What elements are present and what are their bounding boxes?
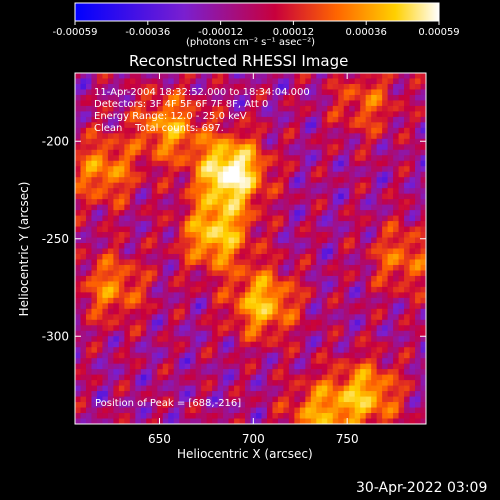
colorbar-tick-label: 0.00012	[273, 27, 314, 38]
colorbar-tick-label: 0.00059	[418, 27, 459, 38]
plot-frame	[74, 72, 427, 425]
footer-timestamp: 30-Apr-2022 03:09	[356, 480, 488, 496]
x-tick-label: 650	[148, 432, 171, 446]
axis-ticks: 650 700 750 -200 -250 -300	[42, 73, 426, 446]
colorbar	[74, 2, 440, 22]
peak-position-label: Position of Peak = [688,-216]	[95, 398, 242, 409]
colorbar-ticks: -0.00059 -0.00036 -0.00012 0.00012 0.00036 0.…	[53, 21, 460, 38]
x-tick-label: 750	[336, 432, 359, 446]
colorbar-tick-label: 0.00036	[346, 27, 387, 38]
x-axis-label: Heliocentric X (arcsec)	[177, 447, 313, 461]
x-tick-label: 700	[242, 432, 265, 446]
info-line-2: Detectors: 3F 4F 5F 6F 7F 8F, Att 0	[94, 99, 269, 110]
info-line-3: Energy Range: 12.0 - 25.0 keV	[94, 111, 247, 122]
y-axis-label: Heliocentric Y (arcsec)	[17, 181, 31, 317]
info-line-1: 11-Apr-2004 18:32:52.000 to 18:34:04.000	[94, 87, 310, 98]
heatmap	[75, 73, 426, 424]
y-tick-label: -250	[42, 232, 69, 246]
y-tick-label: -200	[42, 134, 69, 148]
colorbar-tick-label: -0.00012	[198, 27, 243, 38]
colorbar-units: (photons cm⁻² s⁻¹ asec⁻²)	[186, 37, 316, 48]
image-title: Reconstructed RHESSI Image	[129, 52, 349, 70]
colorbar-tick-label: -0.00059	[53, 27, 98, 38]
info-line-4: Clean Total counts: 697.	[94, 123, 224, 134]
colorbar-tick-label: -0.00036	[125, 27, 170, 38]
y-tick-label: -300	[42, 329, 69, 343]
